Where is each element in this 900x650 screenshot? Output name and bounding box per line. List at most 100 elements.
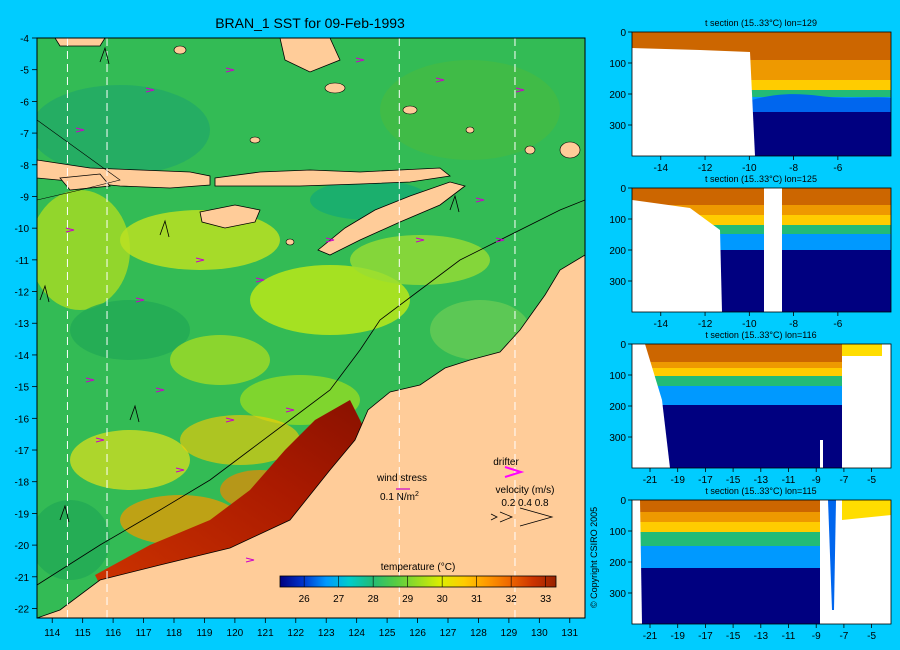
lon-tick-label: 129	[501, 628, 518, 639]
small-islands	[173, 45, 581, 246]
section-y-tick-label: 200	[609, 246, 626, 257]
sulawesi-land	[279, 38, 341, 73]
colorbar-tick-label: 33	[540, 594, 552, 605]
section-x-tick-label: -11	[782, 475, 796, 486]
velocity-arrow	[225, 67, 235, 73]
wind-arrow	[59, 504, 70, 523]
section-x-tick-label: -6	[833, 319, 842, 330]
lon-tick-label: 131	[561, 628, 578, 639]
java-south-coast	[59, 173, 111, 191]
map-lat-axis: -4 -5 -6 -7 -8 -9 -10 -11 -12 -13 -14 -15 -16 -17 -18 -…	[15, 34, 37, 615]
map-title: BRAN_1 SST for 09-Feb-1993	[215, 15, 405, 31]
velocity-arrow	[195, 257, 205, 263]
lon-tick-label: 128	[470, 628, 487, 639]
section-y-tick-label: 300	[609, 121, 626, 132]
kalimantan-land	[54, 38, 106, 47]
colorbar	[279, 575, 557, 588]
velocity-arrow	[415, 237, 425, 243]
velocity-arrow	[155, 387, 165, 393]
lon-tick-label: 124	[348, 628, 365, 639]
lon-tick-label: 125	[379, 628, 396, 639]
sst-map	[36, 37, 586, 619]
lat-tick-label: -10	[15, 224, 30, 235]
velocity-arrow	[65, 227, 75, 233]
section-field	[632, 188, 891, 312]
section-field	[632, 32, 891, 156]
lon-tick-label: 119	[196, 628, 212, 639]
section-x-tick-label: -17	[698, 631, 713, 642]
lat-tick-label: -8	[20, 161, 29, 172]
lat-tick-label: -11	[15, 256, 29, 267]
lat-tick-label: -9	[20, 192, 29, 203]
flores-land	[214, 167, 451, 187]
lon-tick-label: 121	[257, 628, 274, 639]
drifter-arrow	[504, 466, 525, 478]
lon-tick-label: 123	[318, 628, 335, 639]
colorbar-tick-label: 29	[402, 594, 414, 605]
vector-arrows	[39, 46, 525, 563]
colorbar-ticks: 26 27 28 29 30 31 32 33	[299, 576, 552, 605]
section-field	[632, 344, 891, 468]
velocity-arrow	[435, 77, 445, 83]
section-x-tick-label: -12	[698, 319, 713, 330]
section-axes: -14 -12 -10 -8 -6 0 100 200 300 -14 -12 -10 -8 -6 0 100…	[609, 28, 876, 642]
wind-arrow	[449, 194, 460, 213]
section-x-tick-label: -10	[742, 163, 757, 174]
section-x-tick-label: -15	[726, 475, 741, 486]
velocity-scale-arrows	[490, 507, 554, 527]
section-y-tick-label: 200	[609, 402, 626, 413]
section-x-tick-label: -17	[698, 475, 713, 486]
velocity-arrow	[175, 467, 185, 473]
section-panels: t section (15..33°C) lon=129 t section (…	[609, 18, 892, 642]
lat-tick-label: -14	[15, 351, 30, 362]
section-y-tick-label: 0	[620, 496, 626, 507]
velocity-label: velocity (m/s)	[496, 485, 555, 496]
lat-tick-label: -7	[20, 129, 29, 140]
lon-tick-label: 118	[166, 628, 182, 639]
section-y-tick-label: 0	[620, 184, 626, 195]
section-title: t section (15..33°C) lon=125	[705, 174, 817, 184]
velocity-arrow	[75, 127, 85, 133]
warm-coastal-band	[95, 400, 370, 585]
drifter-label: drifter	[493, 457, 519, 468]
section-x-tick-label: -14	[654, 163, 669, 174]
north-contour	[37, 119, 121, 201]
lat-tick-label: -18	[15, 478, 30, 489]
section-title: t section (15..33°C) lon=129	[705, 18, 817, 28]
section-x-tick-label: -13	[754, 475, 769, 486]
wind-stress-scale: 0.1 N/m2	[380, 491, 419, 503]
lat-tick-label: -13	[15, 319, 30, 330]
velocity-arrow	[325, 237, 335, 243]
lat-tick-label: -19	[15, 509, 30, 520]
lon-tick-label: 120	[227, 628, 244, 639]
section-y-tick-label: 300	[609, 277, 626, 288]
section-title: t section (15..33°C) lon=115	[705, 486, 816, 496]
lat-tick-label: -12	[15, 288, 30, 299]
velocity-arrow	[225, 417, 235, 423]
section-x-tick-label: -15	[726, 631, 741, 642]
section-x-tick-label: -9	[812, 631, 821, 642]
velocity-arrow	[255, 277, 265, 283]
lat-tick-label: -17	[15, 446, 30, 457]
section-y-tick-label: 300	[609, 589, 626, 600]
colorbar-tick-label: 26	[299, 594, 311, 605]
section-x-tick-label: -13	[754, 631, 769, 642]
velocity-arrow	[85, 377, 95, 383]
section-x-tick-label: -19	[670, 631, 685, 642]
velocity-arrow	[475, 197, 485, 203]
velocity-arrow	[285, 407, 295, 413]
lon-tick-label: 116	[105, 628, 121, 639]
lat-tick-label: -6	[20, 97, 29, 108]
colorbar-tick-label: 27	[333, 594, 345, 605]
section-y-tick-label: 0	[620, 28, 626, 39]
section-x-tick-label: -21	[643, 475, 658, 486]
section-y-tick-label: 300	[609, 433, 626, 444]
lon-tick-label: 117	[136, 628, 152, 639]
wind-stress-label: wind stress	[376, 473, 427, 484]
velocity-scale-values: 0.2 0.4 0.8	[501, 498, 549, 509]
colorbar-tick-label: 30	[437, 594, 449, 605]
map-frame	[36, 37, 586, 619]
section-x-tick-label: -10	[742, 319, 757, 330]
lat-tick-label: -15	[15, 383, 30, 394]
